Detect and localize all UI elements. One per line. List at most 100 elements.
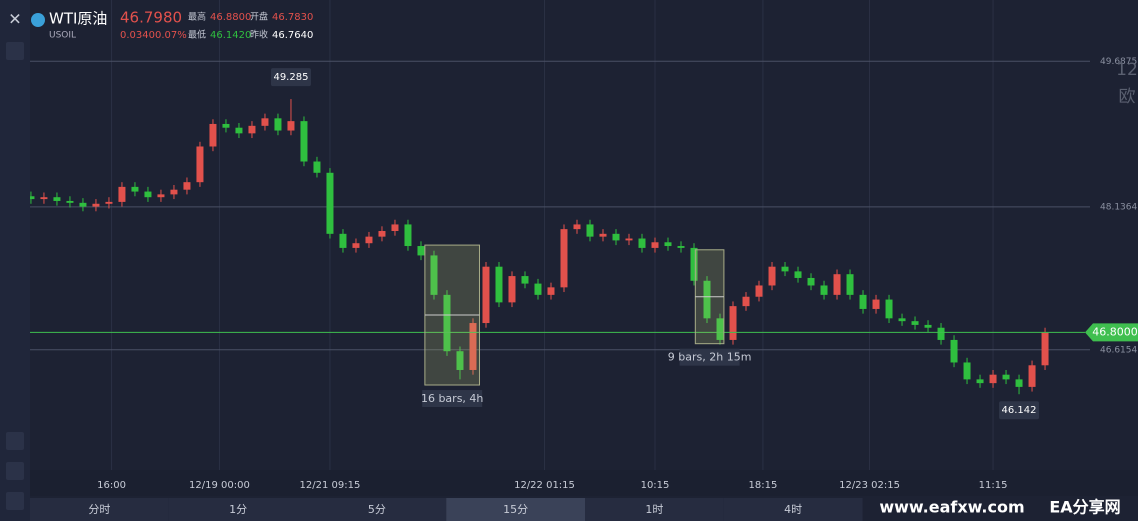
price-tag bbox=[1085, 323, 1138, 342]
candle-body bbox=[131, 186, 139, 192]
candle-body bbox=[443, 294, 451, 352]
watermark: EA分享网 bbox=[1049, 498, 1120, 517]
x-tick-label: 11:15 bbox=[979, 480, 1008, 491]
x-tick-label: 12/19 00:00 bbox=[189, 480, 250, 491]
candle-body bbox=[339, 233, 347, 248]
x-tick-label: 12/21 09:15 bbox=[300, 480, 361, 491]
candle-body bbox=[300, 121, 308, 162]
candle-body bbox=[638, 238, 646, 248]
price: 46.7980 bbox=[120, 9, 182, 27]
candle-body bbox=[391, 224, 399, 232]
candle-body bbox=[898, 318, 906, 322]
label: 昨收 bbox=[250, 29, 268, 41]
candle-body bbox=[885, 299, 893, 319]
price-tag-label: 46.8000 bbox=[1092, 325, 1138, 338]
candle-body bbox=[1002, 374, 1010, 380]
x-tick-label: 12/22 01:15 bbox=[514, 480, 575, 491]
candle-body bbox=[40, 197, 48, 200]
indicator-icon[interactable] bbox=[6, 492, 24, 510]
y-tick-label: 48.1364 bbox=[1100, 202, 1137, 212]
candle-body bbox=[924, 324, 932, 328]
tab[interactable] bbox=[446, 498, 585, 521]
value: 46.7830 bbox=[272, 12, 313, 23]
candle-body bbox=[1015, 379, 1023, 387]
plot: 16:00 12/19 00:00 12/21 09:15 12/22 01:15 10… bbox=[14, 0, 1138, 496]
x-tick-label: 10:15 bbox=[641, 480, 670, 491]
range-label: 9 bars, 2h 15m bbox=[668, 351, 752, 364]
x-tick-label: 18:15 bbox=[748, 480, 777, 491]
candle-body bbox=[703, 280, 711, 319]
value: 46.1420 bbox=[210, 30, 251, 41]
tab-label[interactable]: 分时 bbox=[88, 503, 110, 516]
label: 最低 bbox=[188, 29, 206, 41]
x-tick-label: 12/23 02:15 bbox=[839, 480, 900, 491]
tab-label[interactable]: 4时 bbox=[784, 503, 802, 516]
candle-body bbox=[27, 196, 35, 200]
candle-body bbox=[859, 294, 867, 309]
candle-body bbox=[989, 374, 997, 384]
candle-body bbox=[599, 233, 607, 237]
side-text: 欧 bbox=[1119, 87, 1136, 107]
symbol[interactable]: WTI原油 bbox=[49, 10, 107, 28]
candle-body bbox=[209, 123, 217, 147]
tab[interactable] bbox=[307, 498, 447, 521]
y-tick-label: 49.6875 bbox=[1100, 57, 1137, 67]
tab-label[interactable]: 1分 bbox=[229, 503, 247, 516]
candle-body bbox=[586, 224, 594, 237]
candle-body bbox=[521, 276, 529, 284]
candle-body bbox=[768, 266, 776, 286]
candle-body bbox=[820, 285, 828, 295]
tab-label[interactable]: 1时 bbox=[645, 503, 663, 516]
candle-body bbox=[183, 182, 191, 190]
code: USOIL bbox=[49, 31, 76, 41]
candle-icon[interactable] bbox=[6, 432, 24, 450]
tab[interactable] bbox=[723, 498, 863, 521]
tab-label[interactable]: 5分 bbox=[368, 503, 386, 516]
candle-body bbox=[950, 339, 958, 363]
candle-body bbox=[937, 327, 945, 340]
candle-body bbox=[807, 277, 815, 286]
candle-body bbox=[482, 266, 490, 324]
candle-body bbox=[690, 247, 698, 281]
candle-body bbox=[365, 236, 373, 244]
candle-body bbox=[261, 118, 269, 126]
candle-body bbox=[157, 194, 165, 198]
range-label: 16 bars, 4h bbox=[421, 392, 483, 405]
tab[interactable] bbox=[168, 498, 308, 521]
candle-body bbox=[105, 201, 113, 204]
symbol-icon bbox=[31, 13, 45, 27]
range-label-bg bbox=[679, 348, 740, 366]
y-tick-label: 46.6154 bbox=[1100, 345, 1137, 355]
annotation-box bbox=[999, 401, 1040, 420]
candle-body bbox=[417, 246, 425, 256]
candle-body bbox=[651, 242, 659, 248]
candle-body bbox=[404, 224, 412, 247]
tab-label[interactable]: 15分 bbox=[503, 503, 528, 516]
candle-body bbox=[352, 243, 360, 248]
candle-body bbox=[326, 172, 334, 234]
tab[interactable] bbox=[585, 498, 724, 521]
candle-body bbox=[794, 271, 802, 278]
candle-body bbox=[742, 296, 750, 307]
draw-icon[interactable] bbox=[6, 462, 24, 480]
candle-body bbox=[664, 242, 672, 247]
tab[interactable] bbox=[30, 498, 169, 521]
annotation-box bbox=[270, 68, 311, 87]
candle-body bbox=[846, 274, 854, 295]
x-axis-bg bbox=[30, 470, 1138, 496]
candle-body bbox=[92, 203, 100, 207]
candle-body bbox=[456, 351, 464, 370]
candle-body bbox=[963, 362, 971, 380]
candle-body bbox=[716, 318, 724, 340]
candle-body bbox=[79, 202, 87, 207]
candle-body bbox=[677, 246, 685, 248]
expand-icon[interactable] bbox=[6, 42, 24, 60]
candle-body bbox=[170, 189, 178, 195]
change: 0.0340 bbox=[120, 30, 155, 41]
candle-body bbox=[508, 276, 516, 303]
candle-body bbox=[872, 299, 880, 309]
tabs: 分时 1分 5分 15分 1时 4时 bbox=[30, 498, 863, 521]
close-icon[interactable]: ✕ bbox=[8, 10, 21, 29]
candle-body bbox=[625, 238, 633, 241]
